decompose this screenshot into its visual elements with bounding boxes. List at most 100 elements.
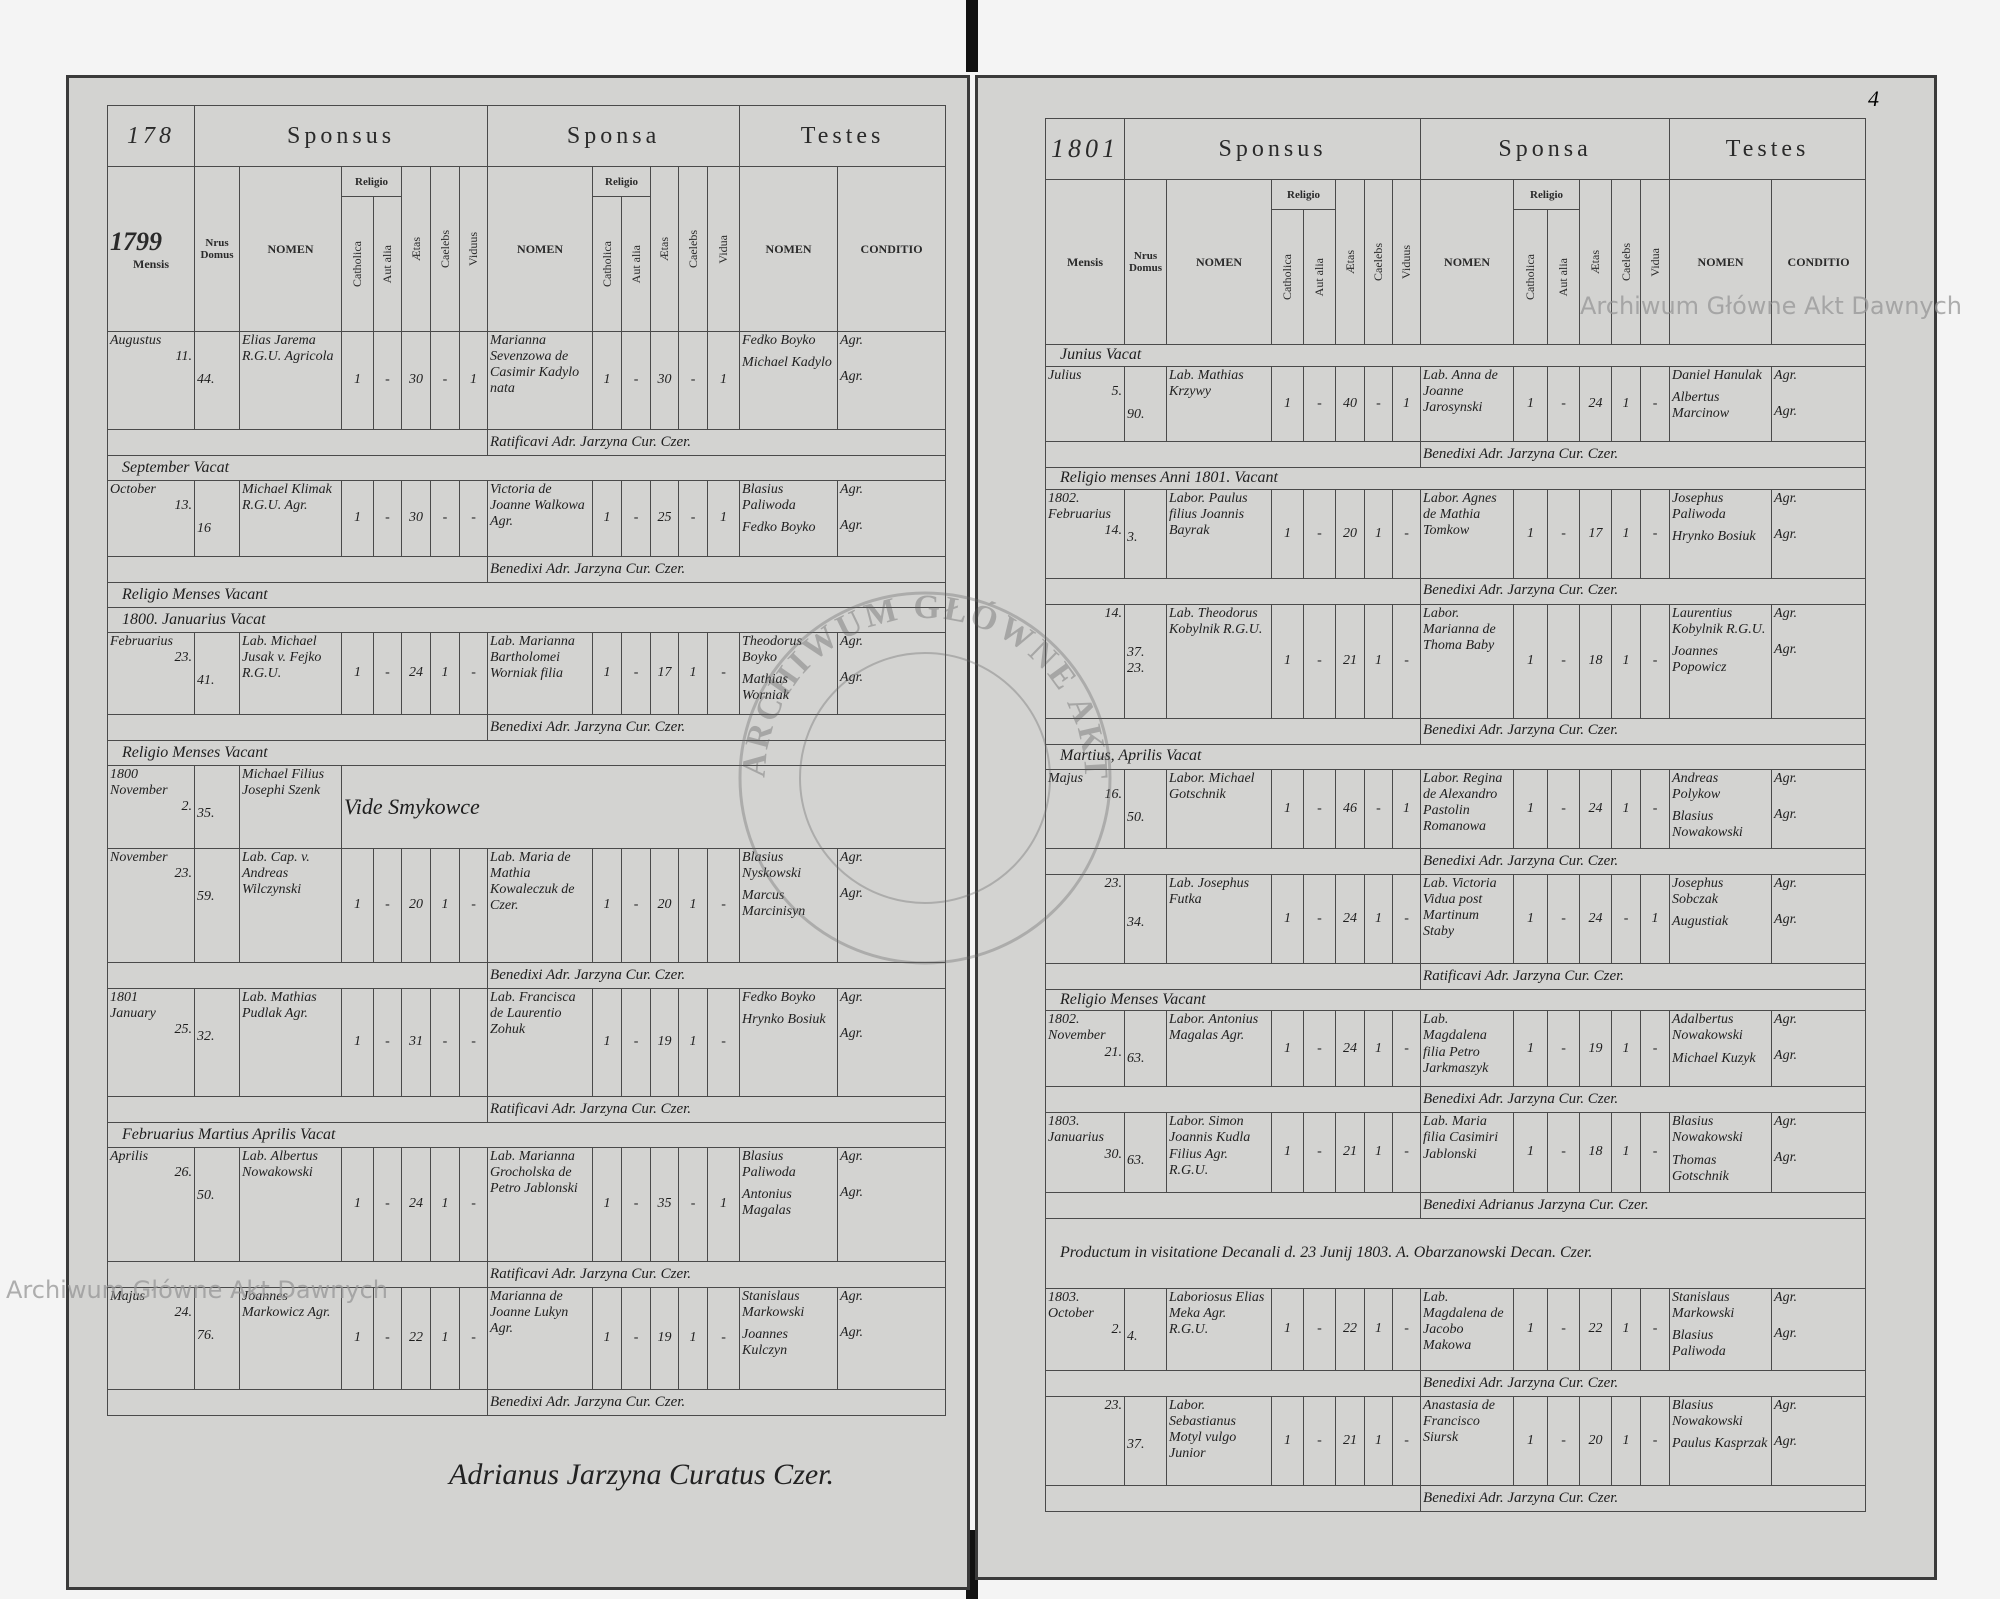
vacat-row: Religio Menses Vacant [1044, 988, 1867, 1012]
bride-name: Lab. Maria de Mathia Kowaleczuk de Czer. [487, 848, 594, 963]
groom-status: 1 [341, 632, 374, 715]
bride-status: - [1547, 1287, 1581, 1371]
religio-sub-label: Aut alia [1303, 209, 1336, 345]
bride-status: - [1547, 1010, 1581, 1088]
religio-sub-label: Aut alia [621, 196, 652, 332]
groom-status: 1 [430, 1287, 460, 1390]
groom-status: 1 [1364, 1395, 1393, 1486]
right-page: 4 1801 Sponsus Sponsa Testes Mensis Nrus Domu… [975, 75, 1937, 1580]
entry-note: Ratificavi Adr. Jarzyna Cur. Czer. [1420, 962, 1867, 990]
conditio: Agr. Agr. [1771, 603, 1867, 719]
witness-conditio: Agr. [1774, 875, 1797, 891]
bride-status: 1 [1513, 365, 1549, 443]
vacat-row: Religio menses Anni 1801. Vacant [1044, 467, 1867, 490]
house-number: 59. [194, 848, 240, 963]
witness-name: Laurentius Kobylnik R.G.U. [1672, 605, 1766, 637]
witness-conditio: Agr. [1774, 1289, 1797, 1305]
groom-status: 21 [1335, 603, 1365, 719]
bride-status: - [621, 988, 652, 1097]
note-row: Ratificavi Adr. Jarzyna Cur. Czer. [1044, 962, 1867, 990]
groom-status: 22 [401, 1287, 431, 1390]
column-label: Caelebs [1364, 179, 1393, 345]
conditio: Agr. Agr. [1771, 1010, 1867, 1088]
witnesses: Josephus Paliwoda Hrynko Bosiuk [1669, 488, 1773, 579]
groom-status: 1 [1271, 1010, 1304, 1088]
groom-name: Labor. Sebastianus Motyl vulgo Junior [1166, 1395, 1272, 1486]
entries: Augustus 11. 44. Elias Jarema R.G.U. Agrico… [106, 331, 947, 1416]
groom-status: - [1303, 1112, 1336, 1193]
bride-status: 20 [650, 848, 680, 963]
bride-status: 1 [678, 988, 709, 1097]
bride-status: - [707, 632, 741, 715]
column-label: Vidua [707, 166, 741, 332]
witness-conditio: Agr. [1774, 1433, 1797, 1449]
bride-status: 1 [592, 1287, 623, 1390]
groom-status: - [1391, 603, 1422, 719]
bride-status: 1 [592, 480, 623, 557]
nomen-label: NOMEN [1166, 179, 1272, 345]
entry-row: 23. 37. Labor. Sebastianus Motyl vulgo Jun… [1045, 1395, 1867, 1486]
conditio: Agr. Agr. [837, 848, 947, 963]
date-cell: 1802. November 21. [1045, 1010, 1125, 1088]
entry-row: 23. 34. Lab. Josephus Futka 1-24 1- Lab. Vict… [1045, 873, 1867, 964]
stamp-ring [738, 591, 1112, 965]
vacat-row: Junius Vacat [1044, 344, 1867, 367]
entry-row: Aprilis 26. 50. Lab. Albertus Nowakowski 1-2… [107, 1147, 947, 1262]
groom-status: 24 [401, 632, 431, 715]
groom-status: 1 [1364, 1010, 1393, 1088]
bride-status: 24 [1579, 768, 1613, 849]
entry-row: 1802. Februarius 14. 3. Labor. Paulus filius… [1045, 488, 1867, 579]
groom-name: Lab. Michael Jusak v. Fejko R.G.U. [239, 632, 342, 715]
bride-status: 22 [1579, 1287, 1613, 1371]
bride-status: 30 [650, 331, 680, 430]
witnesses: Blasius Paliwoda Fedko Boyko [739, 480, 839, 557]
house-number: 16 [194, 480, 240, 557]
day: 2. [1111, 1321, 1123, 1337]
entry-row: November 23. 59. Lab. Cap. v. Andreas Wilcz… [107, 848, 947, 963]
bride-name: Lab. Marianna Grocholska de Petro Jablon… [487, 1147, 594, 1262]
month: Majus [1048, 770, 1083, 786]
date-cell: Julius 5. [1045, 365, 1125, 443]
witnesses: Stanislaus Markowski Blasius Paliwoda [1669, 1287, 1773, 1371]
vacat-note: Martius, Aprilis Vacat [1044, 743, 1867, 770]
bride-status: 1 [1513, 603, 1549, 719]
witness-name: Michael Kadylo [742, 355, 832, 371]
bride-name: Labor. Regina de Alexandro Pastolin Roma… [1420, 768, 1515, 849]
date-cell: Majus 16. [1045, 768, 1125, 849]
bride-status: 1 [1513, 1395, 1549, 1486]
month: October [110, 482, 156, 497]
bride-status: - [678, 1147, 709, 1262]
witness-conditio: Agr. [840, 886, 863, 902]
bride-status: - [1547, 768, 1581, 849]
column-label: Caelebs [678, 166, 709, 332]
groom-name: Lab. Mathias Pudlak Agr. [239, 988, 342, 1097]
groom-status: - [1303, 1395, 1336, 1486]
year: 1801 [110, 990, 138, 1005]
entry-note: Benedixi Adr. Jarzyna Cur. Czer. [487, 962, 947, 989]
groom-status: - [1391, 1112, 1422, 1193]
witness-conditio: Agr. [1774, 806, 1797, 822]
header: 1801 Sponsus Sponsa Testes Mensis Nrus Domus N… [1045, 118, 1867, 345]
groom-status: - [1303, 1287, 1336, 1371]
vertical-label: Vidua [1647, 247, 1662, 277]
witness-conditio: Agr. [1774, 1150, 1797, 1166]
witness-name: Paulus Kasprzak [1672, 1435, 1768, 1451]
witnesses: Blasius Paliwoda Antonius Magalas [739, 1147, 839, 1262]
note-spacer [106, 429, 489, 456]
vertical-label: Aut alia [1312, 257, 1326, 297]
groom-status: 1 [1271, 768, 1304, 849]
bride-status: - [1547, 488, 1581, 579]
entry-row: Majus 24. 76. Joannes Markowicz Agr. 1-22 1- M… [107, 1287, 947, 1390]
groom-status: - [1391, 1395, 1422, 1486]
date-cell: Aprilis 26. [107, 1147, 195, 1262]
nomen-label: NOMEN [1420, 179, 1515, 345]
note-row: Benedixi Adr. Jarzyna Cur. Czer. [1044, 441, 1867, 469]
witness-name: Antonius Magalas [742, 1187, 792, 1219]
religio-sub-label: Catholica [1271, 209, 1304, 345]
groom-name: Labor. Paulus filius Joannis Bayrak [1166, 488, 1272, 579]
conditio: Agr. Agr. [1771, 1287, 1867, 1371]
column-label: Vidua [1640, 179, 1671, 345]
witness-conditio: Agr. [1774, 526, 1797, 542]
year: 1803. [1048, 1114, 1080, 1130]
